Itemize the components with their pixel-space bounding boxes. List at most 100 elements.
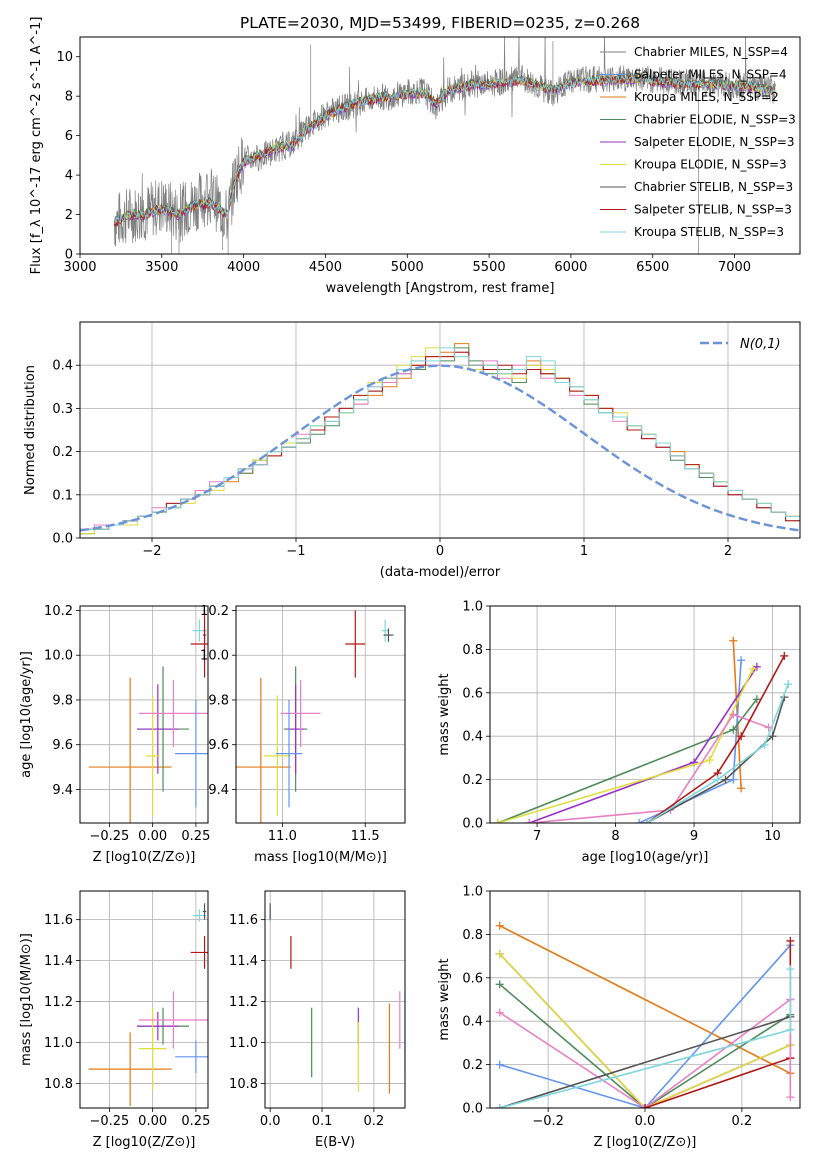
legend-entry: Chabrier ELODIE, N_SSP=3 [634,113,796,127]
weight-marker [641,1104,649,1108]
weight-marker [786,1093,795,1102]
model-fit-line [113,74,776,228]
errorbar-point [383,628,394,642]
y-tick-label: 0.4 [462,730,483,745]
weight-marker [635,819,644,823]
model-fit-line [114,72,776,224]
weight-marker [525,819,534,823]
y-axis-label: Normed distribution [23,365,38,495]
errorbar-point [138,991,208,1049]
weight-line [499,983,791,1108]
y-tick-label: 0.0 [462,1102,483,1117]
y-tick-label: 11.0 [44,1036,73,1051]
y-tick-label: 10.0 [200,649,229,664]
x-axis-label: E(B-V) [315,1135,355,1150]
x-tick-label: 4500 [309,260,342,275]
axes-frame [79,36,801,255]
weight-line [499,1029,791,1108]
x-tick-label: 11.0 [268,829,297,844]
y-tick-label: 0.1 [52,488,73,503]
legend-entry: Salpeter ELODIE, N_SSP=3 [634,135,795,149]
plot-area-spectrum [113,37,776,254]
axes-mass-vs-EBV: 0.0 0.1 0.2 10.8 11.0 11.2 11.4 11.6 E(B-V) [229,890,406,1150]
weight-line [499,1016,791,1108]
plot-area-residuals [80,343,800,538]
legend-entry: Salpeter STELIB, N_SSP=3 [634,203,792,217]
weight-line [644,1057,791,1108]
y-tick-label: 0.2 [462,773,483,788]
y-tick-label: 0.8 [462,928,483,943]
y-axis-label: mass weight [437,673,452,755]
weight-line [497,668,754,823]
legend-entry: Chabrier STELIB, N_SSP=3 [634,180,793,194]
y-tick-label: 11.4 [229,954,258,969]
axes-frame [489,605,801,824]
errorbar-point [287,684,304,774]
x-tick-label: 0.0 [635,1114,656,1129]
x-tick-label: 7000 [718,260,751,275]
x-tick-label: 11.5 [351,829,380,844]
plot-area-age-vs-mass [236,610,394,823]
x-tick-label: −0.25 [89,829,129,844]
y-tick-label: 0.4 [52,359,73,374]
x-tick-label: 1 [580,544,588,559]
y-tick-label: 11.4 [44,954,73,969]
normal-curve [80,364,800,532]
x-tick-label: 0.00 [138,829,167,844]
y-tick-label: 0.6 [462,971,483,986]
axes-weight-vs-Z: −0.2 0.0 0.2 0.0 0.2 0.4 0.6 0.8 1.0 Z [log10(Z/Z… [437,885,801,1150]
y-tick-label: 11.0 [229,1036,258,1051]
x-tick-label: 3000 [63,260,96,275]
y-tick-label: 0.2 [462,1058,483,1073]
x-tick-label: 0.25 [181,1114,210,1129]
legend-entry: Salpeter MILES, N_SSP=4 [634,68,787,82]
weight-marker [752,695,761,704]
weight-marker [729,775,738,784]
y-tick-label: 0.0 [462,817,483,832]
y-tick-label: 10.8 [229,1077,258,1092]
legend-entry: Kroupa MILES, N_SSP=2 [634,90,779,104]
x-tick-label: 0.2 [732,1114,753,1129]
y-tick-label: 10 [56,50,73,65]
weight-marker [737,656,746,665]
axes-age-vs-Z: −0.25 0.00 0.25 9.4 9.6 9.8 10.0 10.2 Z [log10(Z… [19,604,210,865]
spectrum-legend: Chabrier MILES, N_SSP=4 Salpeter MILES, N… [600,45,796,239]
weight-marker [721,775,730,784]
y-tick-label: 0.3 [52,402,73,417]
y-tick-label: 10.0 [44,649,73,664]
legend-entry: N(0,1) [740,337,781,352]
errorbar-point [345,610,366,678]
x-tick-label: 2 [724,544,732,559]
x-tick-label: 0.00 [138,1114,167,1129]
y-tick-label: 11.6 [229,913,258,928]
y-tick-label: 1.0 [462,600,483,615]
y-tick-label: 0.0 [52,532,73,547]
errorbar-point [275,699,303,808]
plot-area-weight-vs-Z [495,921,795,1108]
x-tick-label: 0 [436,544,444,559]
weight-marker [780,651,789,660]
weight-marker [495,949,504,958]
weight-marker [495,1008,504,1017]
weight-marker [737,732,746,741]
weight-line [499,998,791,1108]
x-tick-label: 3500 [145,260,178,275]
errorbar-point [236,677,291,823]
errorbar-point [137,1011,179,1041]
weight-marker [642,819,651,823]
weight-marker [784,680,793,689]
weight-marker [786,965,795,974]
errorbar-point [137,684,179,774]
weight-marker [786,1025,795,1034]
x-axis-label: (data-model)/error [380,565,501,580]
x-tick-label: 0.2 [364,1114,385,1129]
y-axis-label: age [log10(age/yr)] [19,651,34,778]
weight-marker [729,710,738,719]
x-tick-label: −0.2 [532,1114,564,1129]
x-tick-label: 6500 [636,260,669,275]
x-tick-label: 5000 [391,260,424,275]
plot-area-mass-vs-Z [88,903,208,1106]
errorbar-point [175,699,208,808]
y-tick-label: 11.2 [229,995,258,1010]
